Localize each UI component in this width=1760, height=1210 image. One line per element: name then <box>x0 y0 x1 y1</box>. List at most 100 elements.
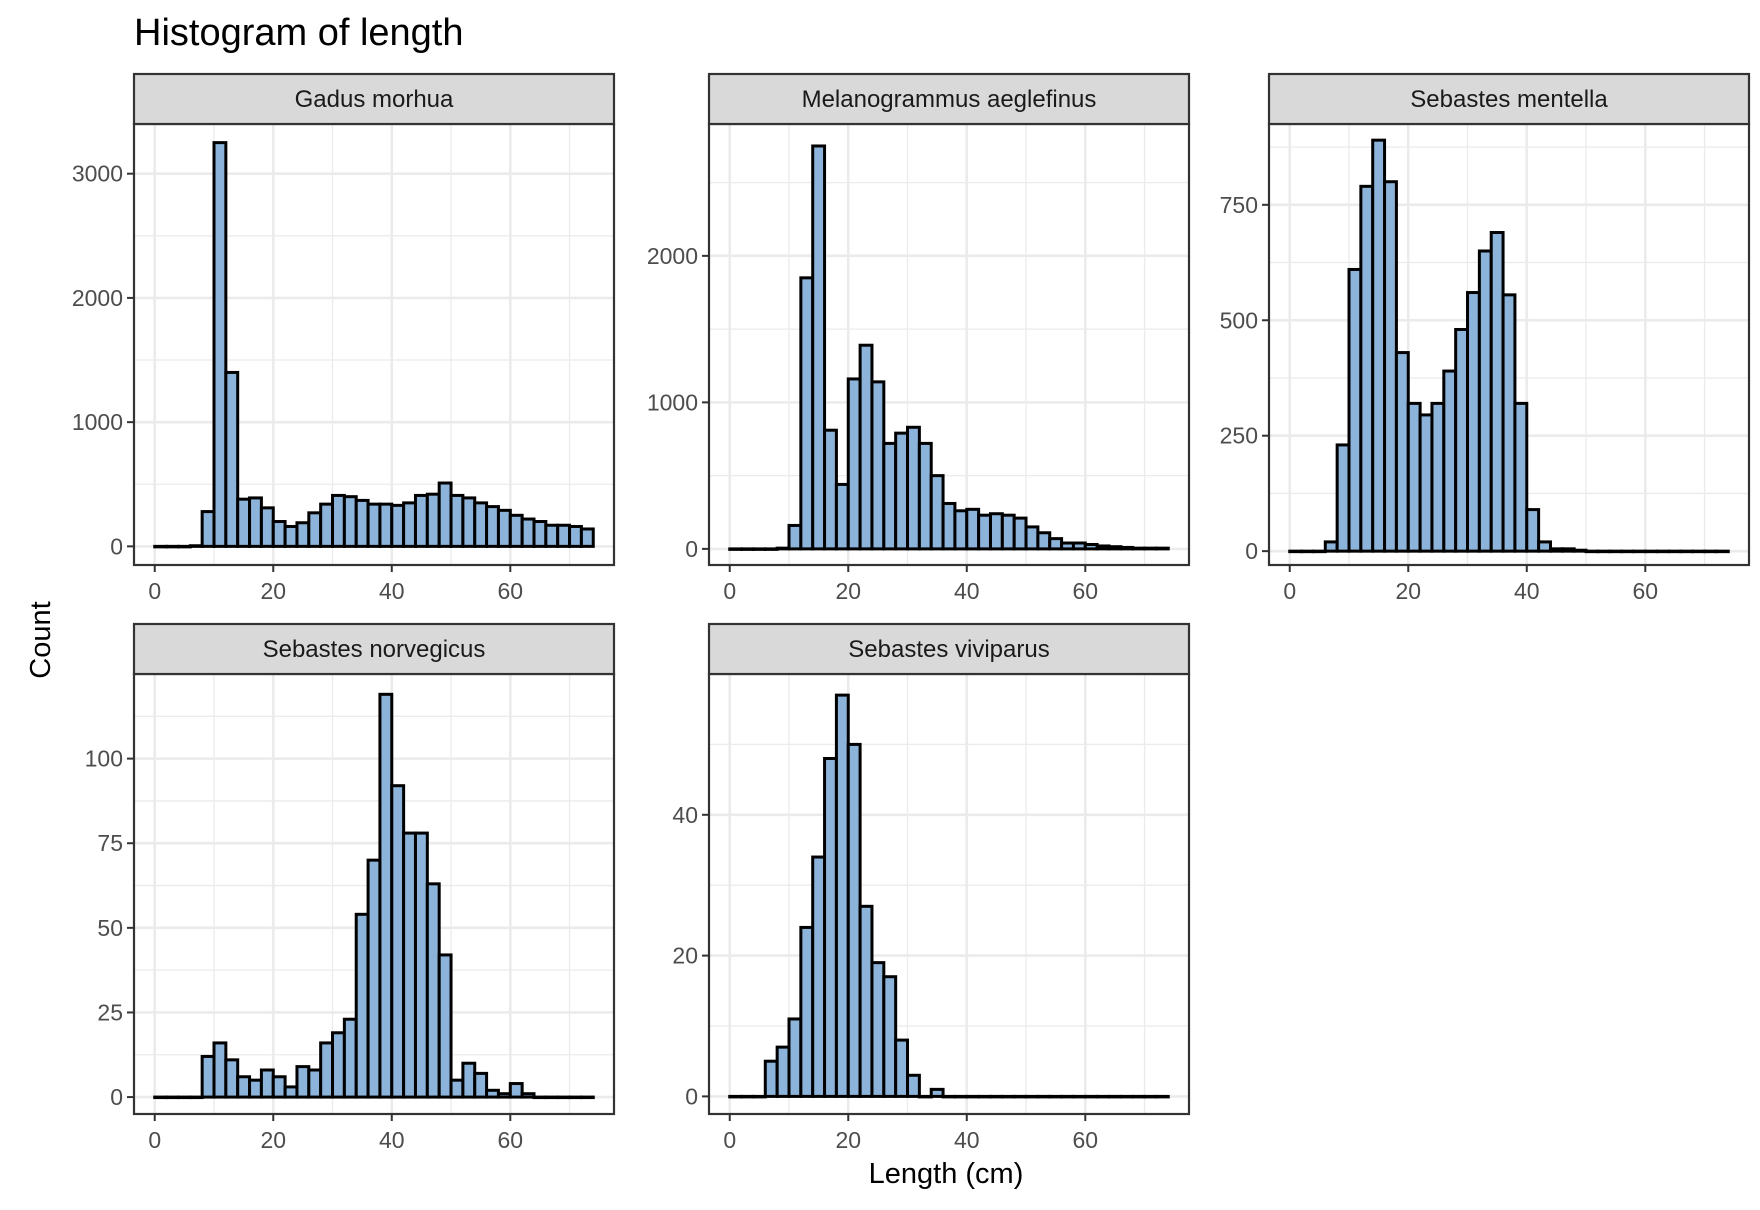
y-tick-label: 250 <box>1220 423 1258 449</box>
histogram-bar <box>188 544 204 548</box>
histogram-bar <box>894 1038 910 1098</box>
x-tick-label: 40 <box>379 578 405 604</box>
y-tick-label: 20 <box>672 943 698 969</box>
histogram-bar <box>248 496 263 548</box>
y-tick-label: 0 <box>685 536 698 562</box>
histogram-bar <box>165 544 180 549</box>
x-tick-label: 40 <box>379 1127 405 1153</box>
y-tick-label: 1000 <box>647 389 698 415</box>
histogram-bar <box>941 1094 957 1099</box>
histogram-bar <box>236 1075 252 1099</box>
histogram-bar <box>834 482 850 551</box>
histogram-bar <box>1060 541 1075 551</box>
histogram-bar <box>751 1094 767 1099</box>
facet-strip <box>707 622 1191 676</box>
facet-panel: Melanogrammus aeglefinus 0 1000 2000 0 20 40 60 <box>647 72 1191 604</box>
histogram-bar <box>988 1094 1004 1099</box>
histogram-bar <box>271 1075 287 1099</box>
histogram-bar <box>248 1078 263 1099</box>
histogram-bar <box>1679 549 1695 554</box>
histogram-bar <box>811 855 827 1098</box>
histogram-bar <box>870 961 886 1098</box>
histogram-bar <box>1501 293 1517 553</box>
histogram-bar <box>965 507 981 551</box>
histogram-bar <box>354 498 370 548</box>
histogram-bar <box>449 1078 465 1099</box>
histogram-bar <box>188 1095 204 1100</box>
histogram-bar <box>556 523 572 548</box>
histogram-bar <box>1107 1094 1123 1099</box>
facet-panel: Gadus morhua 0 1000 2000 3000 0 20 40 60 <box>72 72 616 604</box>
histogram-bar <box>823 428 838 551</box>
histogram-bar <box>1071 541 1087 551</box>
histogram-bar <box>906 1073 921 1098</box>
histogram-bar <box>413 493 429 548</box>
histogram-bar <box>1107 545 1123 551</box>
histogram-bar <box>740 547 755 551</box>
histogram-bar <box>1667 549 1683 554</box>
histogram-bar <box>763 1059 779 1098</box>
y-tick-label: 3000 <box>72 161 123 187</box>
histogram-bar <box>520 1092 536 1099</box>
y-tick-label: 0 <box>1245 538 1258 564</box>
histogram-bar <box>1119 1094 1135 1099</box>
x-tick-label: 0 <box>148 578 161 604</box>
y-tick-label: 1000 <box>72 409 123 435</box>
histogram-bar <box>917 441 933 551</box>
x-tick-label: 20 <box>1395 578 1421 604</box>
histogram-bar <box>153 544 169 549</box>
histogram-bar <box>283 1085 299 1099</box>
histogram-bar <box>496 508 512 548</box>
histogram-bar <box>965 1094 981 1099</box>
histogram-bar <box>271 520 287 548</box>
histogram-bar <box>1347 267 1363 553</box>
histogram-bar <box>1131 1094 1147 1099</box>
x-tick-label: 60 <box>1072 578 1098 604</box>
histogram-bar <box>200 1054 216 1099</box>
histogram-bar <box>1335 443 1351 553</box>
histogram-bar <box>740 1094 755 1099</box>
facet-strip-label: Sebastes norvegicus <box>263 636 486 663</box>
histogram-bar <box>461 496 477 548</box>
histogram-bar <box>787 1017 803 1098</box>
histogram-bar <box>165 1095 180 1100</box>
histogram-bar <box>1655 549 1671 554</box>
histogram-bar <box>1024 1094 1040 1099</box>
x-tick-label: 20 <box>260 578 286 604</box>
y-tick-label: 2000 <box>647 243 698 269</box>
histogram-bar <box>508 513 524 548</box>
facet-panel: Sebastes norvegicus 0 25 50 75 100 0 20 40 60 <box>85 622 616 1153</box>
histogram-bar <box>858 904 874 1098</box>
histogram-bar <box>579 1095 595 1100</box>
histogram-bar <box>941 501 957 551</box>
histogram-bar <box>402 501 417 548</box>
histogram-bar <box>224 370 240 548</box>
histogram-bar <box>1631 549 1647 554</box>
histogram-bar <box>929 474 945 551</box>
histogram-bar <box>977 1094 992 1099</box>
histogram-bar <box>295 521 311 548</box>
histogram-bar <box>1012 516 1028 551</box>
y-tick-label: 25 <box>97 999 123 1025</box>
histogram-bar <box>236 497 252 548</box>
histogram-bar <box>882 975 898 1098</box>
histogram-bar <box>378 692 394 1099</box>
histogram-bar <box>1525 508 1541 553</box>
histogram-bar <box>1000 513 1016 551</box>
x-tick-label: 0 <box>148 1127 161 1153</box>
histogram-bar <box>200 510 216 548</box>
histogram-bar <box>259 1068 275 1099</box>
histogram-bar <box>1000 1094 1016 1099</box>
panel-background <box>134 124 614 565</box>
histogram-bar <box>354 912 370 1099</box>
facet-panel: Sebastes viviparus 0 20 40 0 20 40 60 <box>672 622 1191 1153</box>
histogram-bar <box>568 1095 583 1100</box>
y-tick-label: 750 <box>1220 192 1258 218</box>
histogram-bar <box>1036 531 1052 551</box>
histogram-bar <box>556 1095 572 1100</box>
histogram-bar <box>906 425 921 551</box>
histogram-bar <box>1643 549 1659 554</box>
x-tick-label: 60 <box>1072 1127 1098 1153</box>
histogram-bar <box>413 831 429 1099</box>
histogram-bar <box>331 493 346 548</box>
